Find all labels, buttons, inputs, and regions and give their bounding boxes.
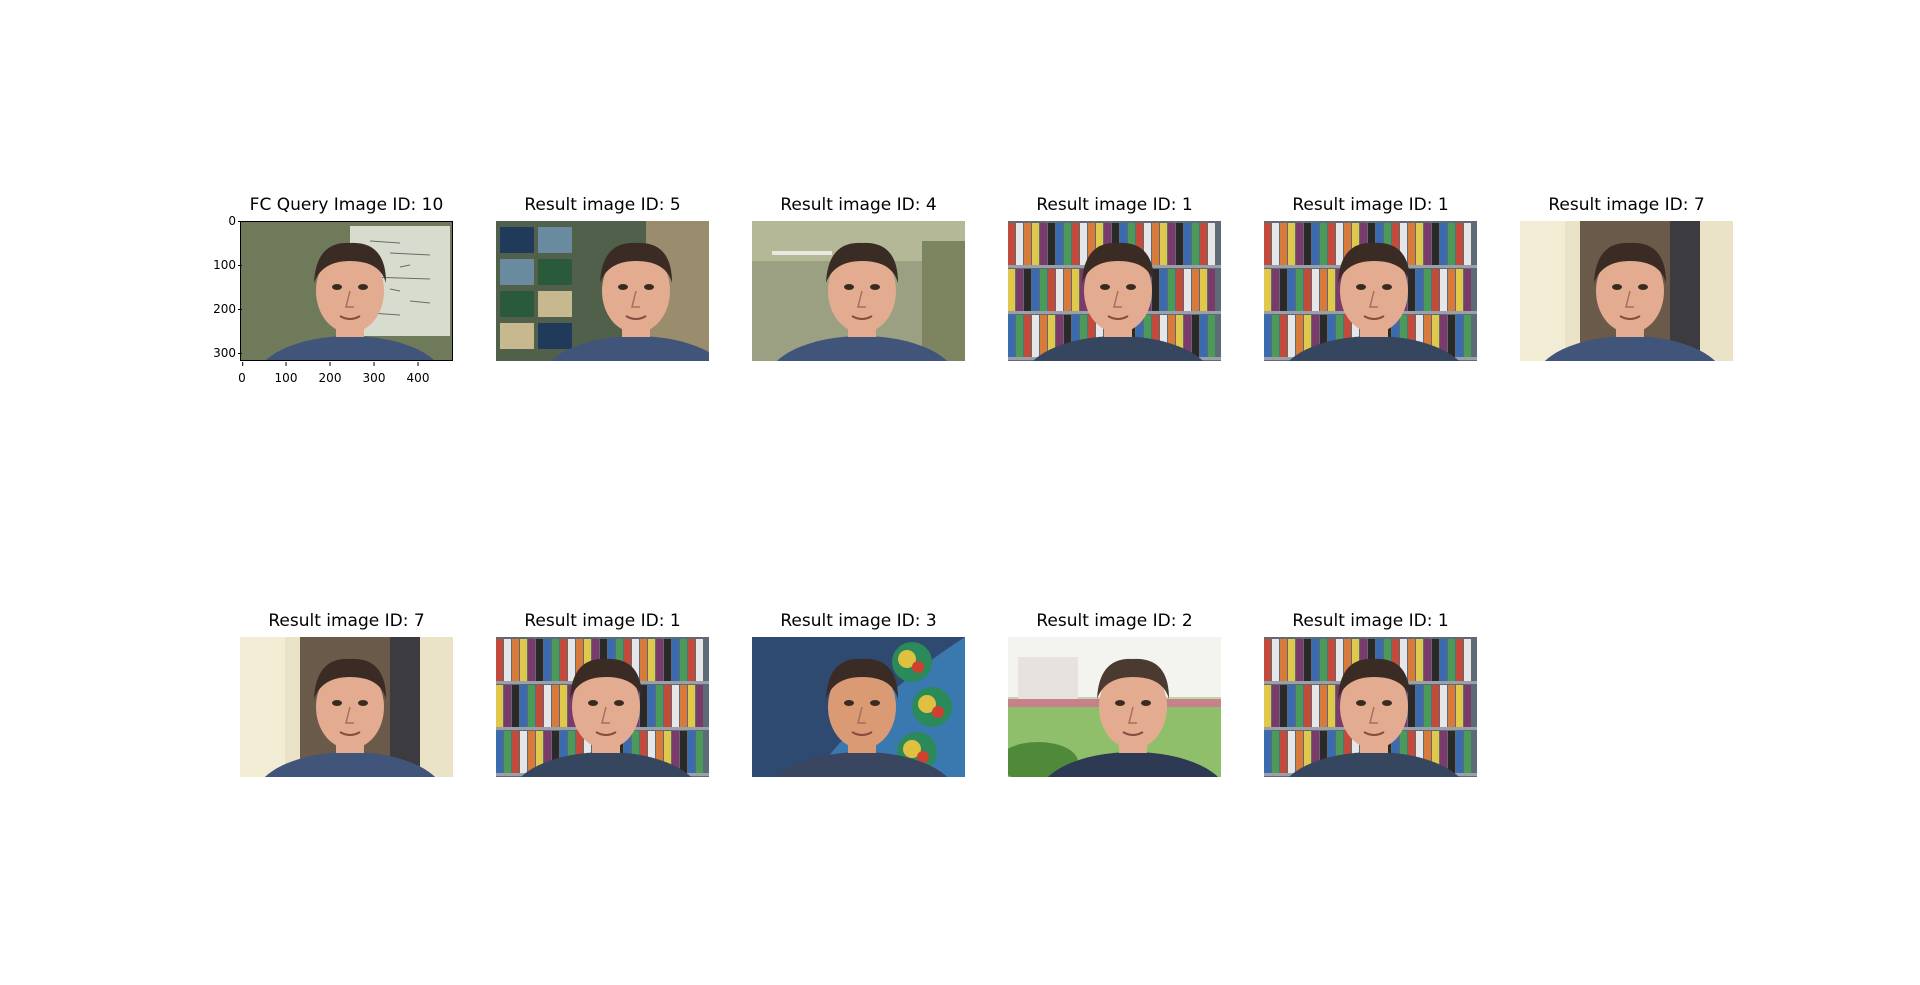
y-tick-label: 0	[228, 214, 242, 228]
result-face-photo	[496, 637, 709, 777]
result-image-title: Result image ID: 7	[268, 611, 425, 631]
result-image-title: Result image ID: 1	[524, 611, 681, 631]
result-face-photo	[1008, 221, 1221, 361]
result-face-photo	[240, 637, 453, 777]
result-face-photo	[1520, 221, 1733, 361]
result-image-title: Result image ID: 1	[1292, 195, 1449, 215]
y-tick-label: 200	[213, 302, 242, 316]
result-image-title: Result image ID: 1	[1036, 195, 1193, 215]
result-face-photo	[1008, 637, 1221, 777]
x-tick-label: 100	[274, 362, 298, 385]
result-face-photo	[752, 637, 965, 777]
result-face-photo	[1264, 637, 1477, 777]
result-face-photo	[496, 221, 709, 361]
y-tick-label: 100	[213, 258, 242, 272]
result-image-title: Result image ID: 7	[1548, 195, 1705, 215]
result-image-title: Result image ID: 4	[780, 195, 937, 215]
result-face-photo	[752, 221, 965, 361]
y-tick-label: 300	[213, 346, 242, 360]
x-tick-label: 400	[406, 362, 430, 385]
result-image-title: Result image ID: 5	[524, 195, 681, 215]
x-tick-label: 0	[238, 362, 246, 385]
result-image-title: Result image ID: 2	[1036, 611, 1193, 631]
query-face-photo	[240, 221, 453, 361]
query-image-title: FC Query Image ID: 10	[249, 195, 444, 215]
result-image-title: Result image ID: 1	[1292, 611, 1449, 631]
result-face-photo	[1264, 221, 1477, 361]
result-image-title: Result image ID: 3	[780, 611, 937, 631]
x-tick-label: 200	[318, 362, 342, 385]
x-tick-label: 300	[362, 362, 386, 385]
